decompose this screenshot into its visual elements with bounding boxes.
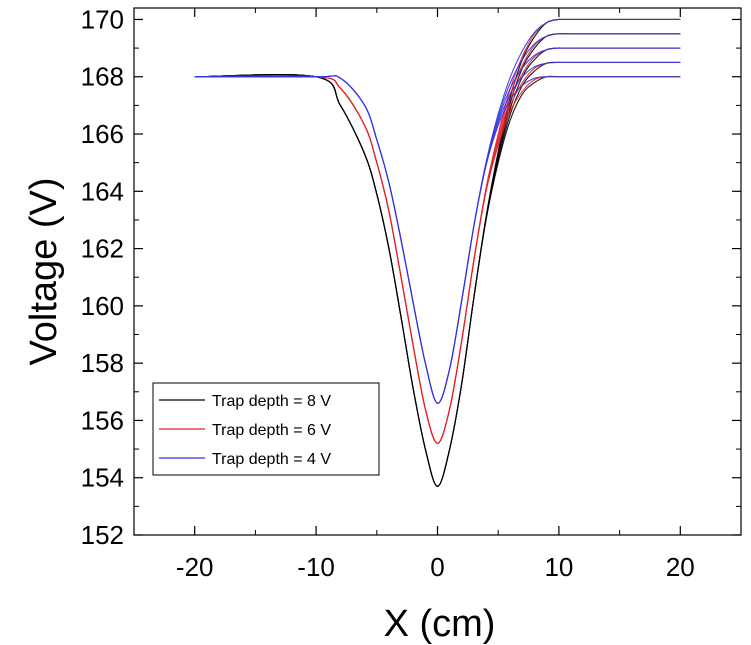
x-tick-label: 0 <box>430 552 444 582</box>
y-tick-label: 170 <box>81 4 124 34</box>
series-line-3-variant-1 <box>194 75 681 404</box>
y-tick-label: 166 <box>81 119 124 149</box>
legend-label-3: Trap depth = 4 V <box>212 451 331 468</box>
y-tick-label: 156 <box>81 405 124 435</box>
series-line-1-variant-5 <box>194 18 681 487</box>
y-tick-label: 164 <box>81 176 124 206</box>
legend: Trap depth = 8 V Trap depth = 6 V Trap dep… <box>152 382 380 476</box>
series-line-3-variant-4 <box>194 33 681 404</box>
y-tick-label: 160 <box>81 291 124 321</box>
series-line-3-variant-3 <box>194 47 681 404</box>
x-tick-label: 10 <box>544 552 573 582</box>
series-line-2-variant-4 <box>194 33 681 444</box>
y-tick-label: 152 <box>81 520 124 550</box>
series-line-3-variant-2 <box>194 61 681 404</box>
y-axis-title: Voltage (V) <box>23 178 65 366</box>
x-tick-label: -20 <box>176 552 214 582</box>
series-group <box>194 18 681 487</box>
legend-label-2: Trap depth = 6 V <box>212 422 331 439</box>
y-tick-label: 168 <box>81 62 124 92</box>
series-line-3-variant-5 <box>194 18 681 404</box>
y-tick-label: 158 <box>81 348 124 378</box>
x-tick-label: -10 <box>297 552 335 582</box>
series-line-2-variant-5 <box>194 18 681 444</box>
y-tick-label: 162 <box>81 234 124 264</box>
x-axis-title: X (cm) <box>384 603 496 645</box>
legend-label-1: Trap depth = 8 V <box>212 393 331 410</box>
y-tick-label: 154 <box>81 463 124 493</box>
x-tick-label: 20 <box>666 552 695 582</box>
